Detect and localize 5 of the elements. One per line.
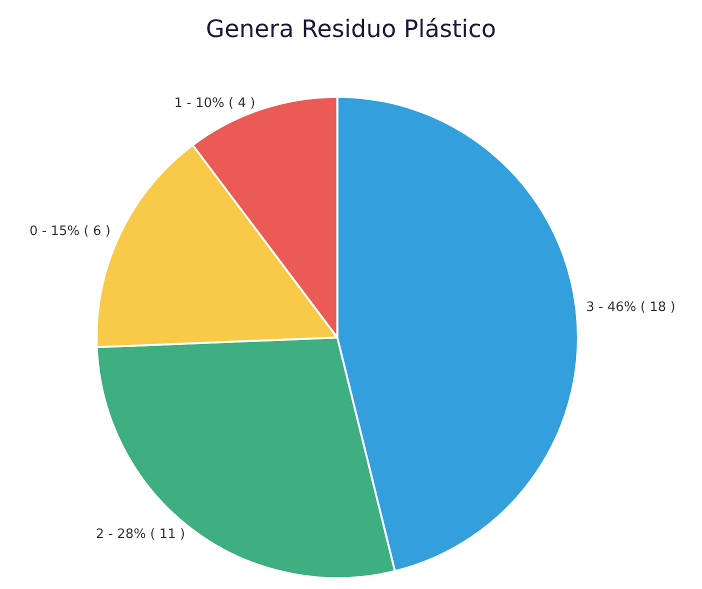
slice-label: 0 - 15% ( 6 ) [29, 224, 110, 240]
slice-label: 1 - 10% ( 4 ) [174, 96, 256, 112]
chart-title: Genera Residuo Plástico [206, 15, 496, 43]
slice-label: 2 - 28% ( 11 ) [96, 527, 186, 542]
slice-label: 3 - 46% ( 18 ) [586, 300, 676, 316]
